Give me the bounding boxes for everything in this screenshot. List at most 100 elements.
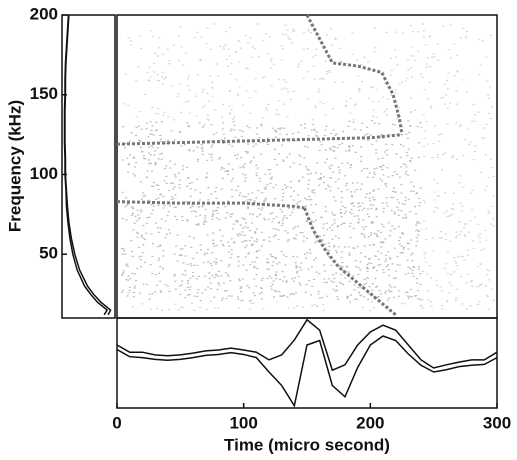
texture-dot [212, 242, 214, 245]
texture-dot [243, 234, 246, 236]
texture-dot [254, 77, 257, 80]
texture-dot [449, 23, 452, 25]
texture-dot [357, 202, 360, 204]
texture-dot [431, 157, 434, 159]
texture-dot [186, 286, 189, 288]
texture-dot [448, 282, 451, 284]
texture-dot [447, 49, 450, 51]
texture-dot [261, 277, 264, 279]
texture-dot [295, 203, 298, 205]
texture-dot [331, 108, 334, 110]
texture-dot [346, 182, 348, 184]
texture-dot [477, 266, 479, 268]
texture-dot [293, 29, 296, 31]
texture-dot [267, 53, 270, 55]
texture-dot [333, 246, 336, 248]
texture-dot [201, 146, 204, 149]
texture-dot [158, 47, 161, 49]
texture-dot [187, 125, 190, 127]
texture-dot [149, 121, 152, 123]
texture-dot [240, 157, 243, 159]
texture-dot [370, 222, 373, 224]
texture-dot [201, 106, 204, 108]
texture-dot [250, 160, 253, 162]
texture-dot [382, 174, 385, 176]
texture-dot [303, 32, 306, 34]
texture-dot [192, 150, 195, 152]
texture-dot [419, 273, 422, 275]
texture-dot [188, 289, 191, 291]
texture-dot [238, 194, 241, 197]
texture-dot [200, 36, 203, 38]
texture-dot [318, 297, 321, 299]
texture-dot [370, 120, 373, 122]
texture-dot [372, 196, 375, 198]
texture-dot [214, 109, 217, 111]
texture-dot [222, 167, 225, 169]
texture-dot [208, 277, 211, 280]
texture-dot [278, 221, 281, 223]
texture-dot [238, 40, 241, 42]
texture-dot [225, 58, 228, 61]
texture-dot [427, 299, 430, 301]
texture-dot [416, 222, 419, 224]
texture-dot [355, 189, 358, 191]
texture-dot [211, 274, 214, 276]
texture-dot [280, 251, 283, 253]
texture-dot [210, 159, 213, 161]
texture-dot [263, 201, 266, 203]
texture-dot [315, 305, 318, 308]
texture-dot [418, 142, 421, 144]
texture-dot [132, 296, 135, 298]
texture-dot [224, 170, 227, 172]
texture-dot [125, 219, 128, 221]
texture-dot [216, 206, 219, 209]
texture-dot [305, 257, 308, 259]
texture-dot [455, 235, 458, 237]
texture-dot [210, 264, 213, 266]
texture-dot [275, 278, 278, 280]
texture-dot [481, 137, 484, 139]
texture-dot [253, 265, 256, 267]
texture-dot [342, 269, 345, 272]
texture-dot [312, 221, 315, 223]
texture-dot [122, 289, 125, 291]
texture-dot [122, 126, 125, 128]
texture-dot [487, 308, 490, 310]
texture-dot [278, 291, 281, 293]
texture-dot [190, 265, 193, 267]
texture-dot [284, 33, 287, 35]
texture-dot [181, 168, 184, 170]
texture-dot [154, 164, 157, 166]
texture-dot [423, 89, 426, 91]
texture-dot [332, 214, 335, 216]
texture-dot [404, 216, 407, 218]
texture-dot [195, 223, 198, 225]
texture-dot [429, 107, 432, 109]
texture-dot [170, 130, 173, 132]
texture-dot [352, 227, 355, 229]
texture-dot [399, 156, 402, 158]
texture-dot [282, 192, 285, 194]
texture-dot [329, 177, 332, 179]
texture-dot [370, 232, 372, 234]
texture-dot [337, 298, 339, 300]
texture-dot [205, 42, 208, 45]
texture-dot [184, 289, 187, 291]
texture-dot [399, 252, 402, 254]
texture-dot [452, 192, 455, 194]
texture-dot [394, 89, 397, 91]
texture-dot [356, 59, 359, 61]
texture-dot [178, 179, 181, 181]
texture-dot [312, 56, 315, 58]
texture-dot [372, 190, 375, 192]
texture-dot [409, 111, 412, 113]
texture-dot [182, 306, 185, 308]
texture-dot [222, 142, 225, 144]
texture-dot [256, 23, 259, 25]
texture-dot [459, 202, 462, 204]
texture-dot [126, 203, 129, 205]
texture-dot [284, 24, 287, 26]
texture-dot [281, 222, 284, 224]
